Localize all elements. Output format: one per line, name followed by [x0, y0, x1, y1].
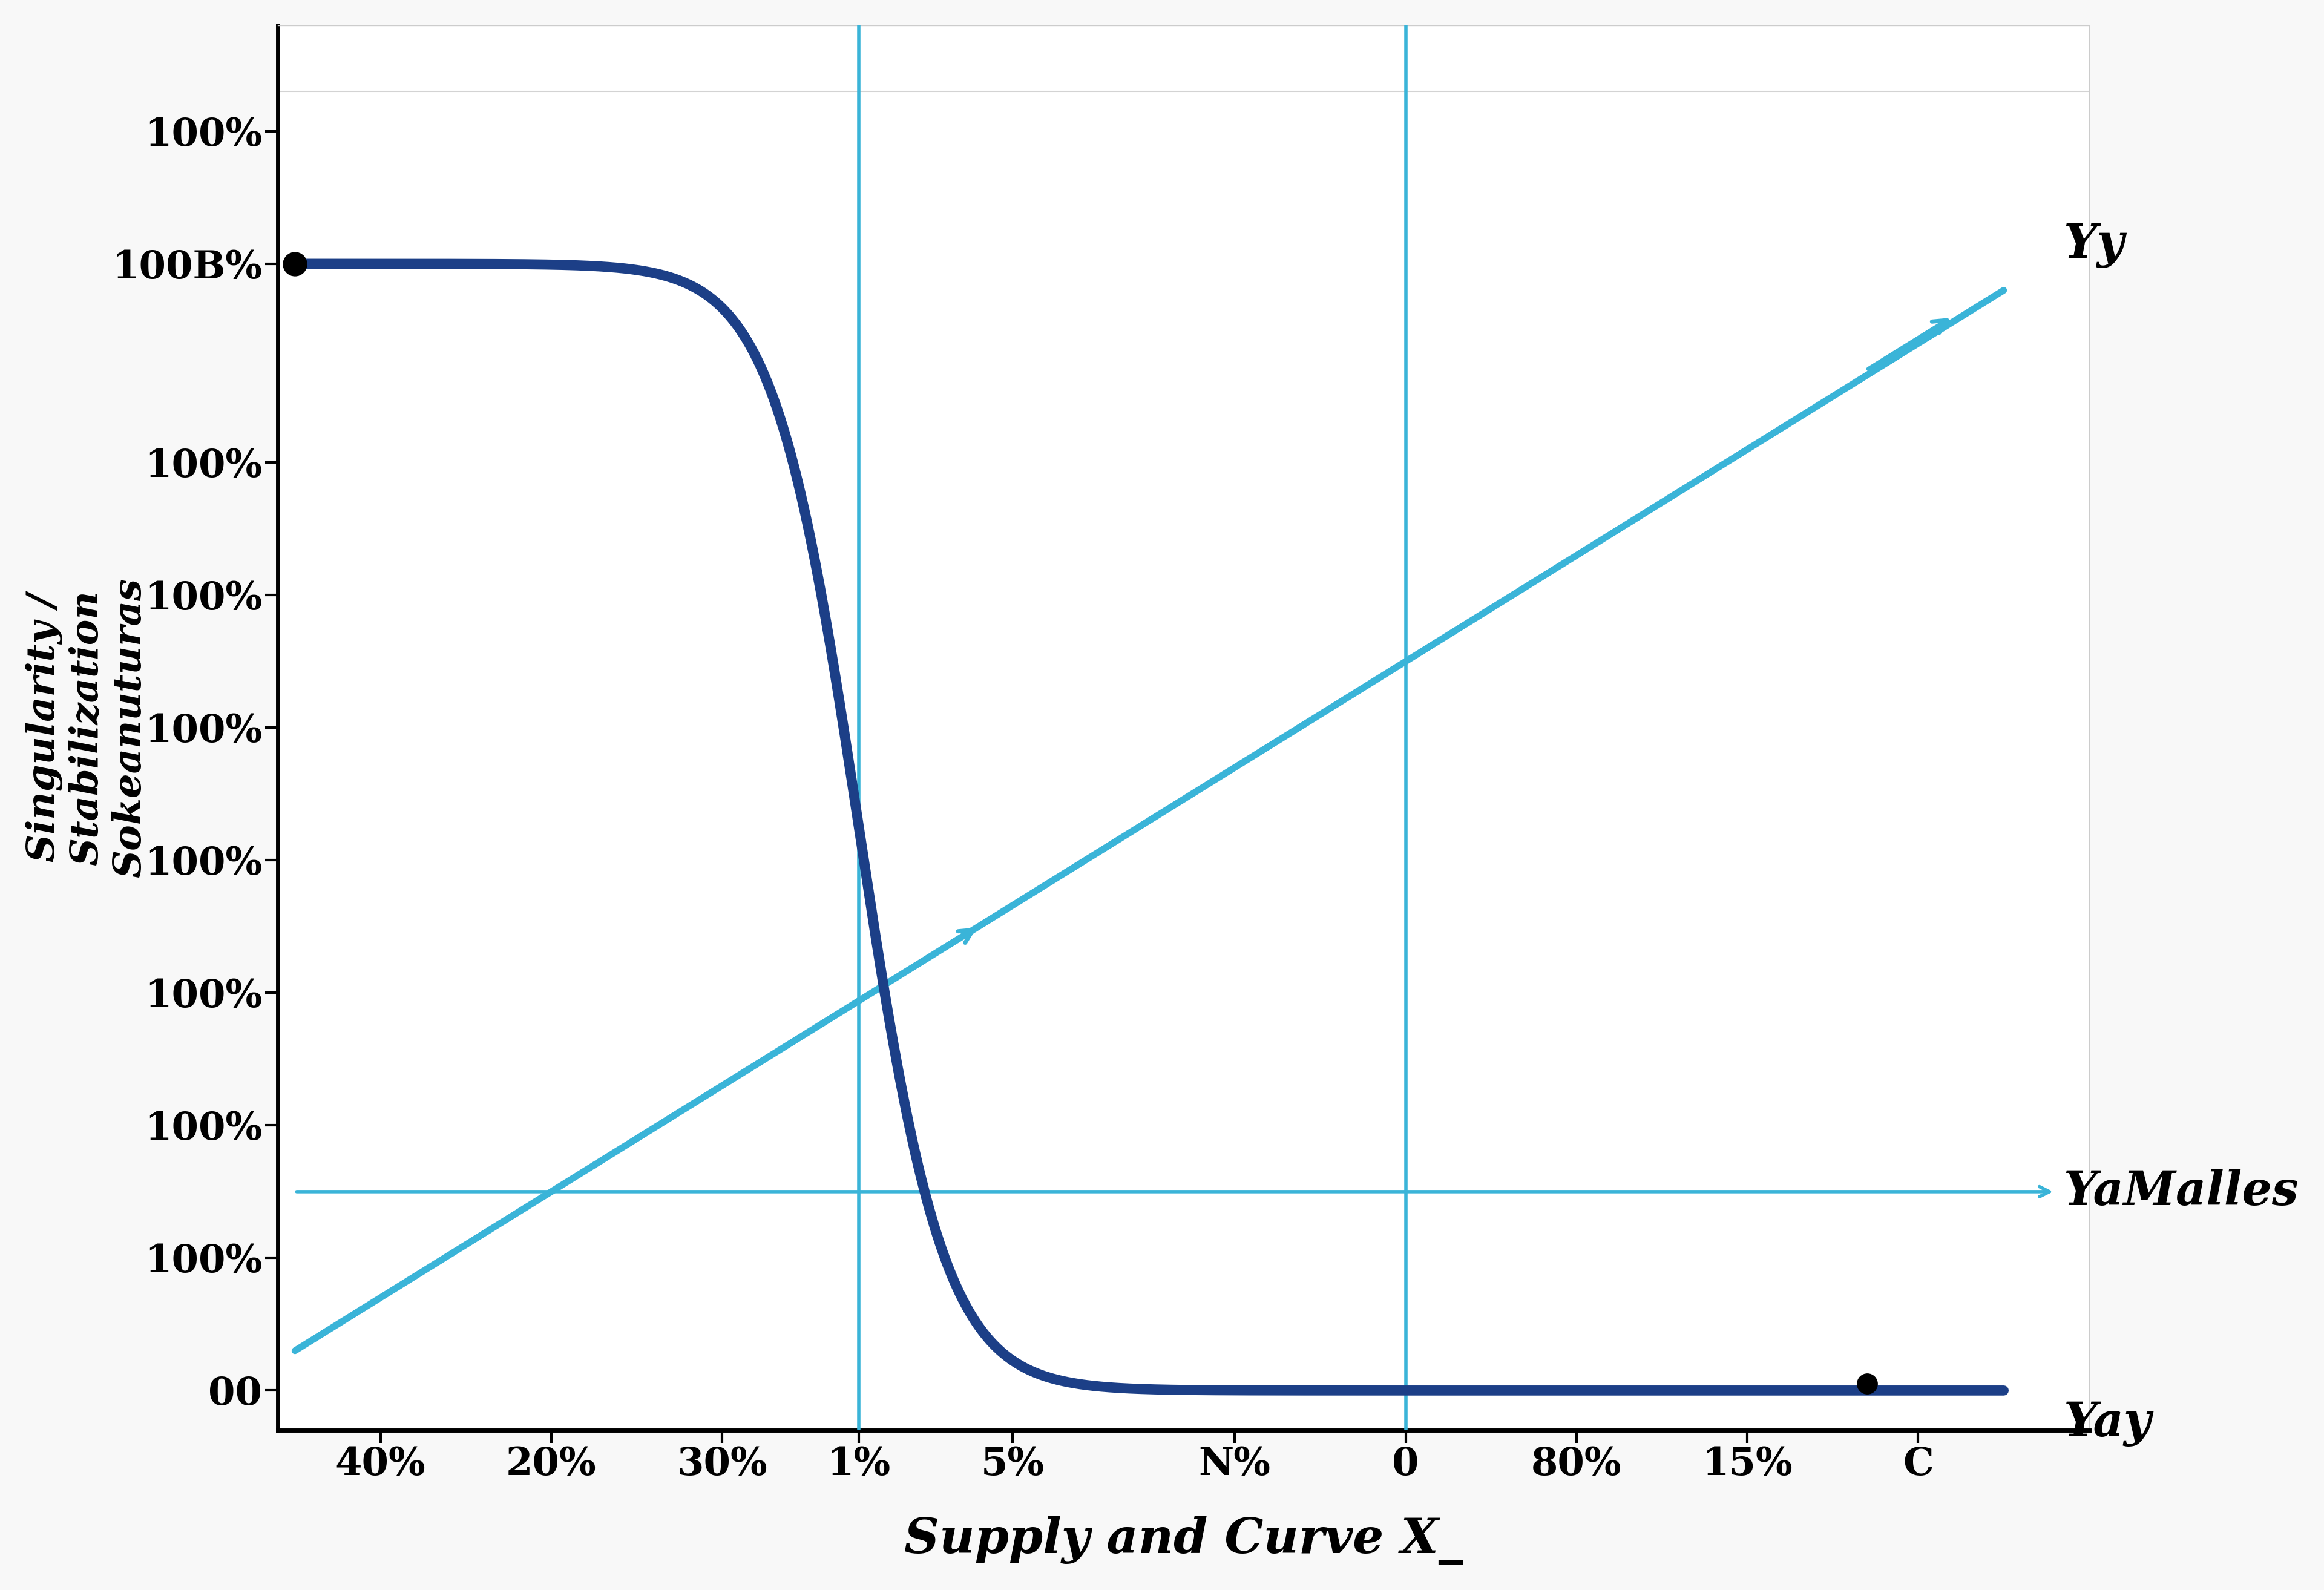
X-axis label: Supply and Curve X_: Supply and Curve X_: [904, 1517, 1462, 1565]
Y-axis label: Singularity /
Stabilization
Sokeanuturas: Singularity / Stabilization Sokeanuturas: [26, 577, 149, 878]
Text: Yy: Yy: [2064, 223, 2124, 269]
Text: YaMalles: YaMalles: [2064, 1169, 2298, 1215]
Text: Yay: Yay: [2064, 1401, 2152, 1447]
